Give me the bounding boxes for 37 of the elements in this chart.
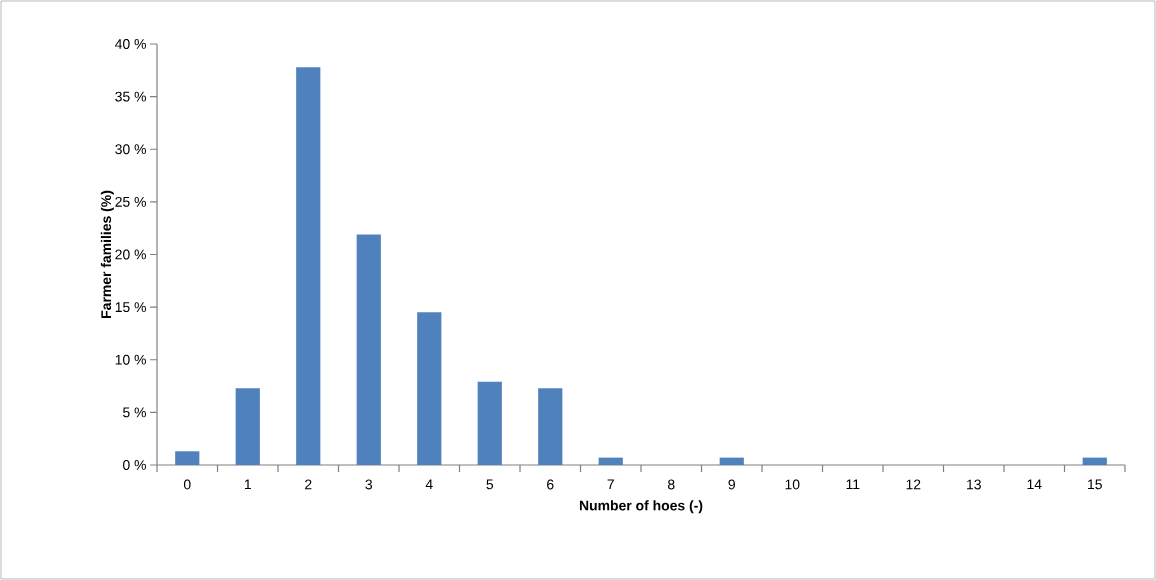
x-tick-label: 1 bbox=[244, 479, 251, 490]
bar bbox=[175, 451, 200, 465]
x-tick-label: 10 bbox=[785, 479, 800, 490]
x-tick-label: 12 bbox=[906, 479, 921, 490]
y-axis-title: Farmer families (%) bbox=[100, 190, 114, 318]
bar bbox=[296, 67, 321, 465]
y-tick-label: 0 % bbox=[123, 460, 146, 470]
bar bbox=[356, 234, 381, 465]
x-axis-title: Number of hoes (-) bbox=[579, 500, 703, 514]
x-tick-label: 3 bbox=[365, 479, 373, 490]
bar bbox=[477, 381, 502, 465]
y-tick-label: 10 % bbox=[115, 354, 146, 365]
y-tick-label: 25 % bbox=[115, 196, 146, 207]
x-tick-label: 14 bbox=[1027, 479, 1042, 490]
bar bbox=[719, 457, 744, 465]
bar bbox=[598, 457, 623, 465]
bar bbox=[417, 312, 442, 465]
y-tick-label: 5 % bbox=[123, 407, 146, 418]
x-tick-label: 2 bbox=[305, 479, 312, 490]
x-tick-label: 15 bbox=[1088, 479, 1102, 490]
bar bbox=[1082, 457, 1107, 465]
x-tick-label: 13 bbox=[967, 479, 981, 490]
x-tick-label: 5 bbox=[486, 479, 494, 490]
y-tick-label: 40 % bbox=[115, 39, 146, 49]
x-tick-label: 11 bbox=[846, 479, 860, 490]
bar bbox=[538, 388, 563, 465]
y-tick-label: 35 % bbox=[115, 91, 146, 102]
y-tick-label: 20 % bbox=[115, 249, 146, 260]
x-tick-label: 6 bbox=[547, 479, 554, 490]
x-tick-label: 0 bbox=[183, 479, 191, 490]
x-tick-label: 7 bbox=[607, 479, 614, 490]
x-tick-label: 8 bbox=[667, 479, 675, 490]
y-tick-label: 15 % bbox=[115, 302, 146, 313]
y-tick-label: 30 % bbox=[115, 144, 146, 155]
x-tick-label: 9 bbox=[728, 479, 735, 490]
x-tick-label: 4 bbox=[425, 479, 433, 490]
bar bbox=[235, 388, 260, 465]
